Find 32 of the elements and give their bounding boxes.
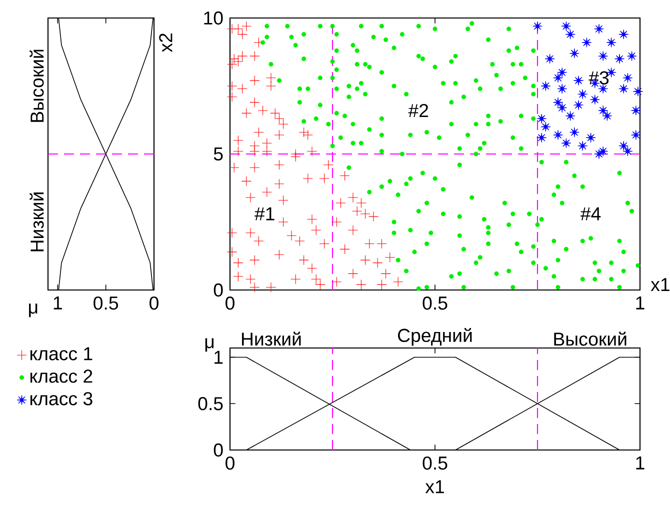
x-tick-label: 1 [636,296,644,310]
text: Низкий [30,192,44,252]
text: Высокий [30,50,44,122]
x-tick-label: 0.5 [422,456,448,470]
x-axis-title: x1 [425,480,444,494]
x-tick-label: 0 [150,296,158,310]
legend-label: класс 1 [30,347,92,360]
x-tick-label: 1 [54,296,62,310]
y-tick-label: 5 [214,147,223,161]
x-tick-label: 0 [226,456,234,470]
x-axis-title: x1 [650,278,670,291]
annotation: #4 [580,207,601,220]
x-axis-title: μ [29,304,38,318]
annotation: #2 [408,104,428,117]
legend-label: класс 2 [30,370,92,383]
series-label: Средний [398,328,472,346]
y-tick-label: 10 [204,11,223,25]
x-tick-label: 0 [226,296,234,310]
y-tick-label: 0 [214,283,223,297]
y-axis-title: μ [205,338,214,352]
legend-label: Низкий [242,332,301,346]
legend-label: класс 3 [30,392,92,406]
y-axis-title: x2 [159,34,172,52]
x-tick-label: 1 [636,456,644,470]
annotation: #1 [254,207,274,220]
series-label: Высокий [554,332,626,346]
y-tick-label: 0 [214,443,223,457]
x-tick-label: 0.5 [94,296,118,310]
annotation: #3 [588,71,609,84]
y-tick-label: 1 [214,350,223,364]
x-tick-label: 0.5 [422,296,448,310]
y-tick-label: 0.5 [198,397,223,410]
